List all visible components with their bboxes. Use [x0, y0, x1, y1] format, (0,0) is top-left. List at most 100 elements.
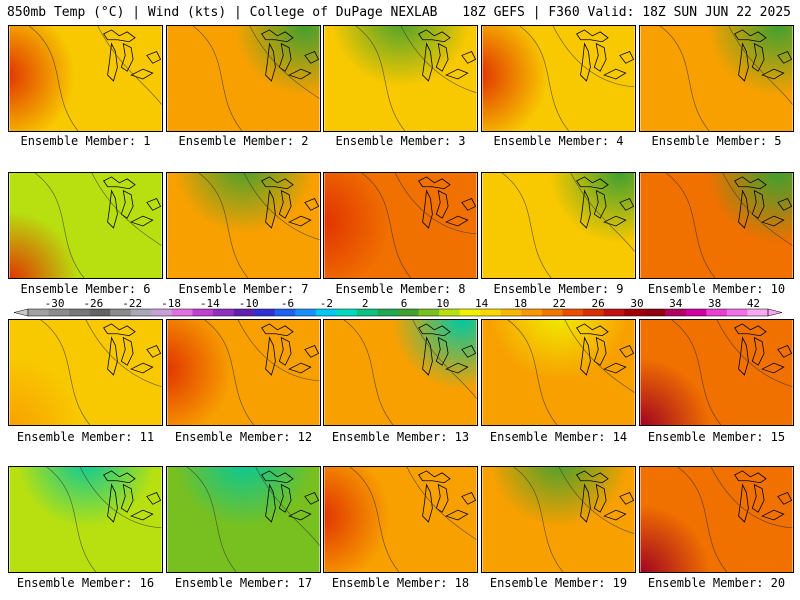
colorbar-swatch	[130, 309, 152, 316]
great-lakes-outline	[576, 470, 635, 523]
colorbar-outline	[27, 308, 769, 317]
height-contour	[519, 26, 635, 131]
ensemble-member-label: Ensemble Member: 18	[331, 576, 470, 590]
temperature-map	[166, 172, 321, 279]
ensemble-member-label: Ensemble Member: 6	[20, 282, 151, 296]
great-lakes-outline	[576, 29, 635, 82]
ensemble-map-panel	[8, 466, 163, 573]
great-lakes-outline	[734, 470, 793, 523]
colorbar-tick-label: 22	[553, 297, 566, 310]
height-contour	[198, 173, 320, 278]
temperature-field	[482, 467, 635, 572]
ensemble-map-panel	[8, 25, 163, 132]
temperature-field	[9, 467, 162, 572]
height-contour	[361, 173, 477, 278]
colorbar-swatch	[685, 309, 707, 316]
colorbar-swatch	[439, 309, 460, 316]
height-contour	[46, 467, 162, 572]
colorbar-tick-label: 14	[475, 297, 489, 310]
colorbar-tick-label: 30	[630, 297, 643, 310]
temperature-map	[8, 25, 163, 132]
colorbar-tick-label: 38	[708, 297, 721, 310]
height-contour	[40, 320, 162, 425]
temperature-map	[323, 25, 478, 132]
temperature-map	[481, 172, 636, 279]
colorbar-tick-label: -22	[122, 297, 142, 310]
colorbar-swatch	[418, 309, 440, 316]
colorbar-tick-label: 6	[401, 297, 408, 310]
colorbar-tick-label: 34	[669, 297, 683, 310]
temperature-field	[9, 173, 162, 278]
temperature-field	[640, 173, 793, 278]
ensemble-member-label: Ensemble Member: 1	[20, 134, 151, 148]
colorbar-swatch	[171, 309, 193, 316]
colorbar-tick-label: 18	[514, 297, 527, 310]
temperature-map	[8, 172, 163, 279]
great-lakes-outline	[734, 176, 793, 229]
height-contour	[501, 173, 635, 278]
ensemble-map-panel	[639, 172, 794, 279]
ensemble-map-panel	[166, 466, 321, 573]
temperature-map	[166, 466, 321, 573]
colorbar-swatch	[521, 309, 543, 316]
colorbar-swatch	[665, 309, 687, 316]
colorbar-swatch	[398, 309, 419, 316]
colorbar-swatch	[192, 309, 214, 316]
colorbar-swatch	[28, 309, 49, 316]
colorbar-tick-label: 42	[747, 297, 760, 310]
colorbar-swatch	[726, 309, 748, 316]
height-contour	[34, 173, 162, 278]
colorbar-swatch	[459, 309, 481, 316]
great-lakes-outline	[418, 29, 477, 82]
height-contour	[192, 26, 320, 131]
ensemble-member-label: Ensemble Member: 7	[178, 282, 309, 296]
colorbar-swatch	[356, 309, 378, 316]
height-contour	[507, 320, 635, 425]
colorbar-swatch	[644, 309, 666, 316]
ensemble-map-panel	[166, 172, 321, 279]
great-lakes-outline	[261, 29, 320, 82]
colorbar-swatch	[48, 309, 70, 316]
colorbar-swatch	[583, 309, 604, 316]
temperature-map	[323, 319, 478, 426]
great-lakes-outline	[261, 176, 320, 229]
colorbar-swatch	[706, 309, 728, 316]
ensemble-member-label: Ensemble Member: 4	[493, 134, 624, 148]
temperature-map	[639, 172, 794, 279]
colorbar-tick-label: -26	[83, 297, 103, 310]
temperature-field	[167, 173, 320, 278]
colorbar-swatch	[69, 309, 90, 316]
temperature-field	[167, 467, 320, 572]
colorbar-swatch	[500, 309, 522, 316]
ensemble-member-label: Ensemble Member: 2	[178, 134, 309, 148]
ensemble-member-label: Ensemble Member: 14	[489, 430, 628, 444]
header-title: 850mb Temp (°C) | Wind (kts) | College o…	[7, 5, 438, 20]
great-lakes-outline	[418, 323, 477, 376]
height-contour	[665, 173, 793, 278]
ensemble-member-label: Ensemble Member: 12	[174, 430, 313, 444]
ensemble-member-label: Ensemble Member: 11	[16, 430, 155, 444]
ensemble-member-label: Ensemble Member: 20	[647, 576, 786, 590]
great-lakes-outline	[576, 323, 635, 376]
temperature-field	[167, 26, 320, 131]
height-contour	[343, 320, 477, 425]
colorbar-swatch	[274, 309, 296, 316]
colorbar-swatch	[151, 309, 173, 316]
temperature-map	[481, 466, 636, 573]
temperature-field	[167, 320, 320, 425]
colorbar-tick-label: -18	[161, 297, 181, 310]
temperature-field	[324, 26, 477, 131]
colorbar-tick-label: -14	[200, 297, 220, 310]
temperature-field	[9, 26, 162, 131]
great-lakes-outline	[261, 470, 320, 523]
colorbar-max-arrow	[767, 308, 783, 317]
colorbar-tick-label: -2	[320, 297, 333, 310]
height-contour	[349, 467, 477, 572]
great-lakes-outline	[103, 29, 162, 82]
temperature-colorbar: -30 -26 -22 -18 -14 -10 -6 -2 2 6 10 14 18 22 26 30 34 38…	[13, 297, 783, 317]
temperature-field	[640, 467, 793, 572]
colorbar-tick-label: -6	[281, 297, 294, 310]
ensemble-map-panel	[639, 25, 794, 132]
colorbar-swatch	[295, 309, 317, 316]
temperature-field	[482, 26, 635, 131]
